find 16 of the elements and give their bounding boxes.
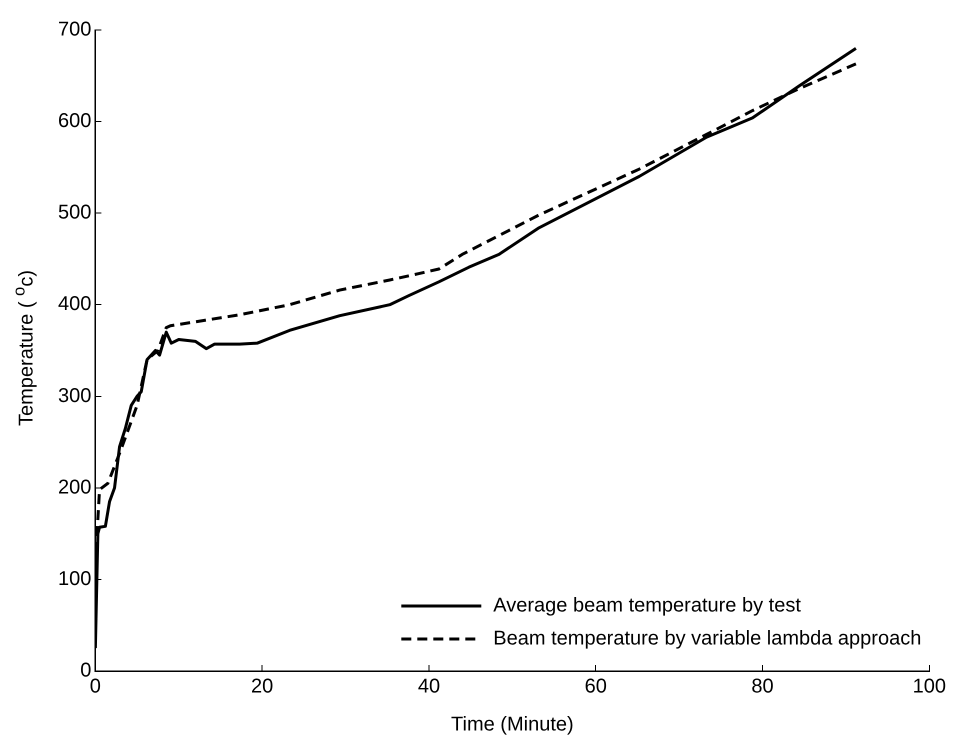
- x-tick-label: 40: [418, 676, 440, 698]
- y-tick-label: 400: [58, 293, 92, 316]
- y-tick-label: 600: [58, 110, 92, 132]
- y-tick-label: 100: [58, 568, 92, 590]
- legend-label: Average beam temperature by test: [493, 594, 802, 617]
- y-tick-label: 0: [80, 660, 92, 682]
- y-tick-label: 200: [58, 476, 92, 498]
- x-tick-label: 100: [912, 676, 946, 698]
- x-tick-label: 60: [584, 676, 607, 698]
- x-axis-title: Time (Minute): [451, 714, 574, 736]
- y-tick-label: 700: [58, 18, 92, 41]
- legend-label: Beam temperature by variable lambda approach: [493, 628, 922, 650]
- x-tick-label: 20: [251, 676, 274, 698]
- y-tick-label: 300: [58, 384, 92, 407]
- y-tick-label: 500: [58, 202, 92, 224]
- x-tick-label: 80: [751, 676, 774, 698]
